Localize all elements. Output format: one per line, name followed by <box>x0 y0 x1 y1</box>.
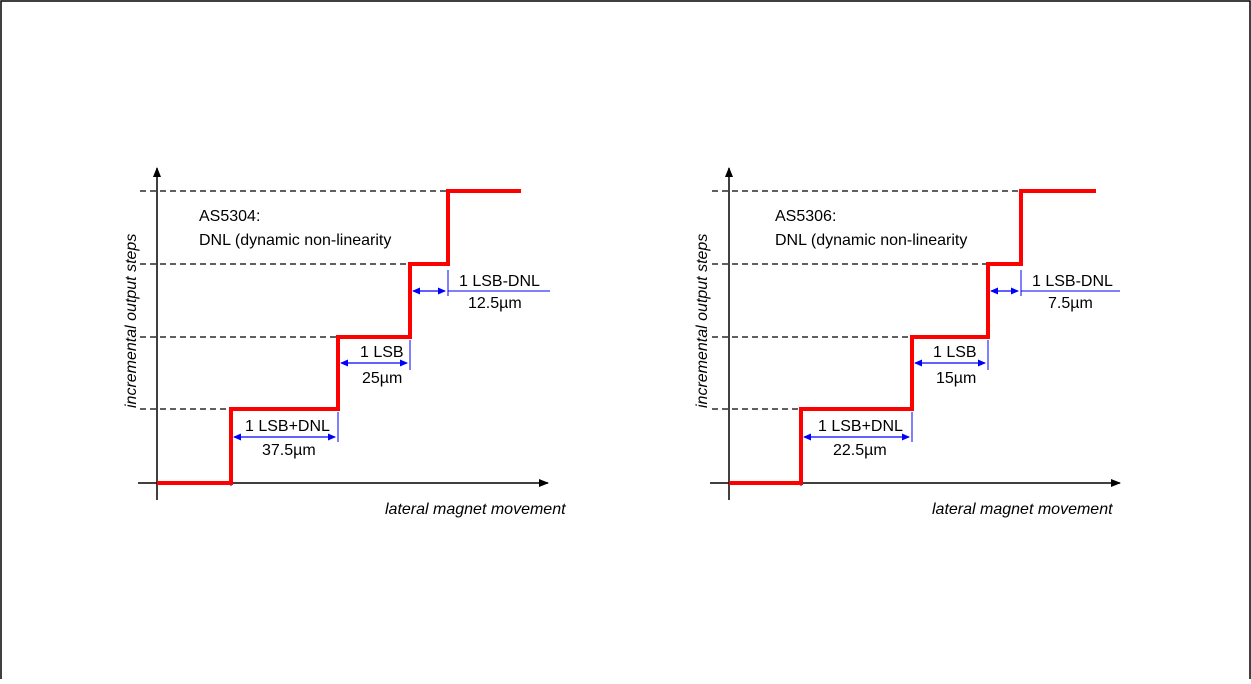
step-small-bottom: 7.5µm <box>1048 295 1093 312</box>
staircase-line <box>729 189 1096 485</box>
step-large-bottom: 37.5µm <box>262 442 316 459</box>
step-large-top: 1 LSB+DNL <box>818 418 903 435</box>
dnl-label: DNL (dynamic non-linearity <box>775 232 967 249</box>
device-label: AS5306: <box>775 208 836 225</box>
diagram-right: AS5306: DNL (dynamic non-linearity 1 LSB… <box>694 167 1121 518</box>
step-nominal-top: 1 LSB <box>933 344 977 361</box>
step-nominal-top: 1 LSB <box>360 344 404 361</box>
step-large-top: 1 LSB+DNL <box>245 418 330 435</box>
step-nominal-bottom: 25µm <box>362 370 402 387</box>
step-large-bottom: 22.5µm <box>833 442 887 459</box>
step-small-bottom: 12.5µm <box>468 295 522 312</box>
y-axis-label: incremental output steps <box>123 234 140 408</box>
x-axis-label: lateral magnet movement <box>932 501 1113 518</box>
device-label: AS5304: <box>199 208 260 225</box>
dnl-label: DNL (dynamic non-linearity <box>199 232 391 249</box>
step-nominal-bottom: 15µm <box>936 370 976 387</box>
step-small-top: 1 LSB-DNL <box>1032 273 1113 290</box>
y-axis-label: incremental output steps <box>694 234 711 408</box>
diagram-left: AS5304: DNL (dynamic non-linearity 1 LSB… <box>123 167 566 518</box>
staircase-line <box>157 189 521 485</box>
step-small-top: 1 LSB-DNL <box>459 273 540 290</box>
x-axis-label: lateral magnet movement <box>385 501 566 518</box>
